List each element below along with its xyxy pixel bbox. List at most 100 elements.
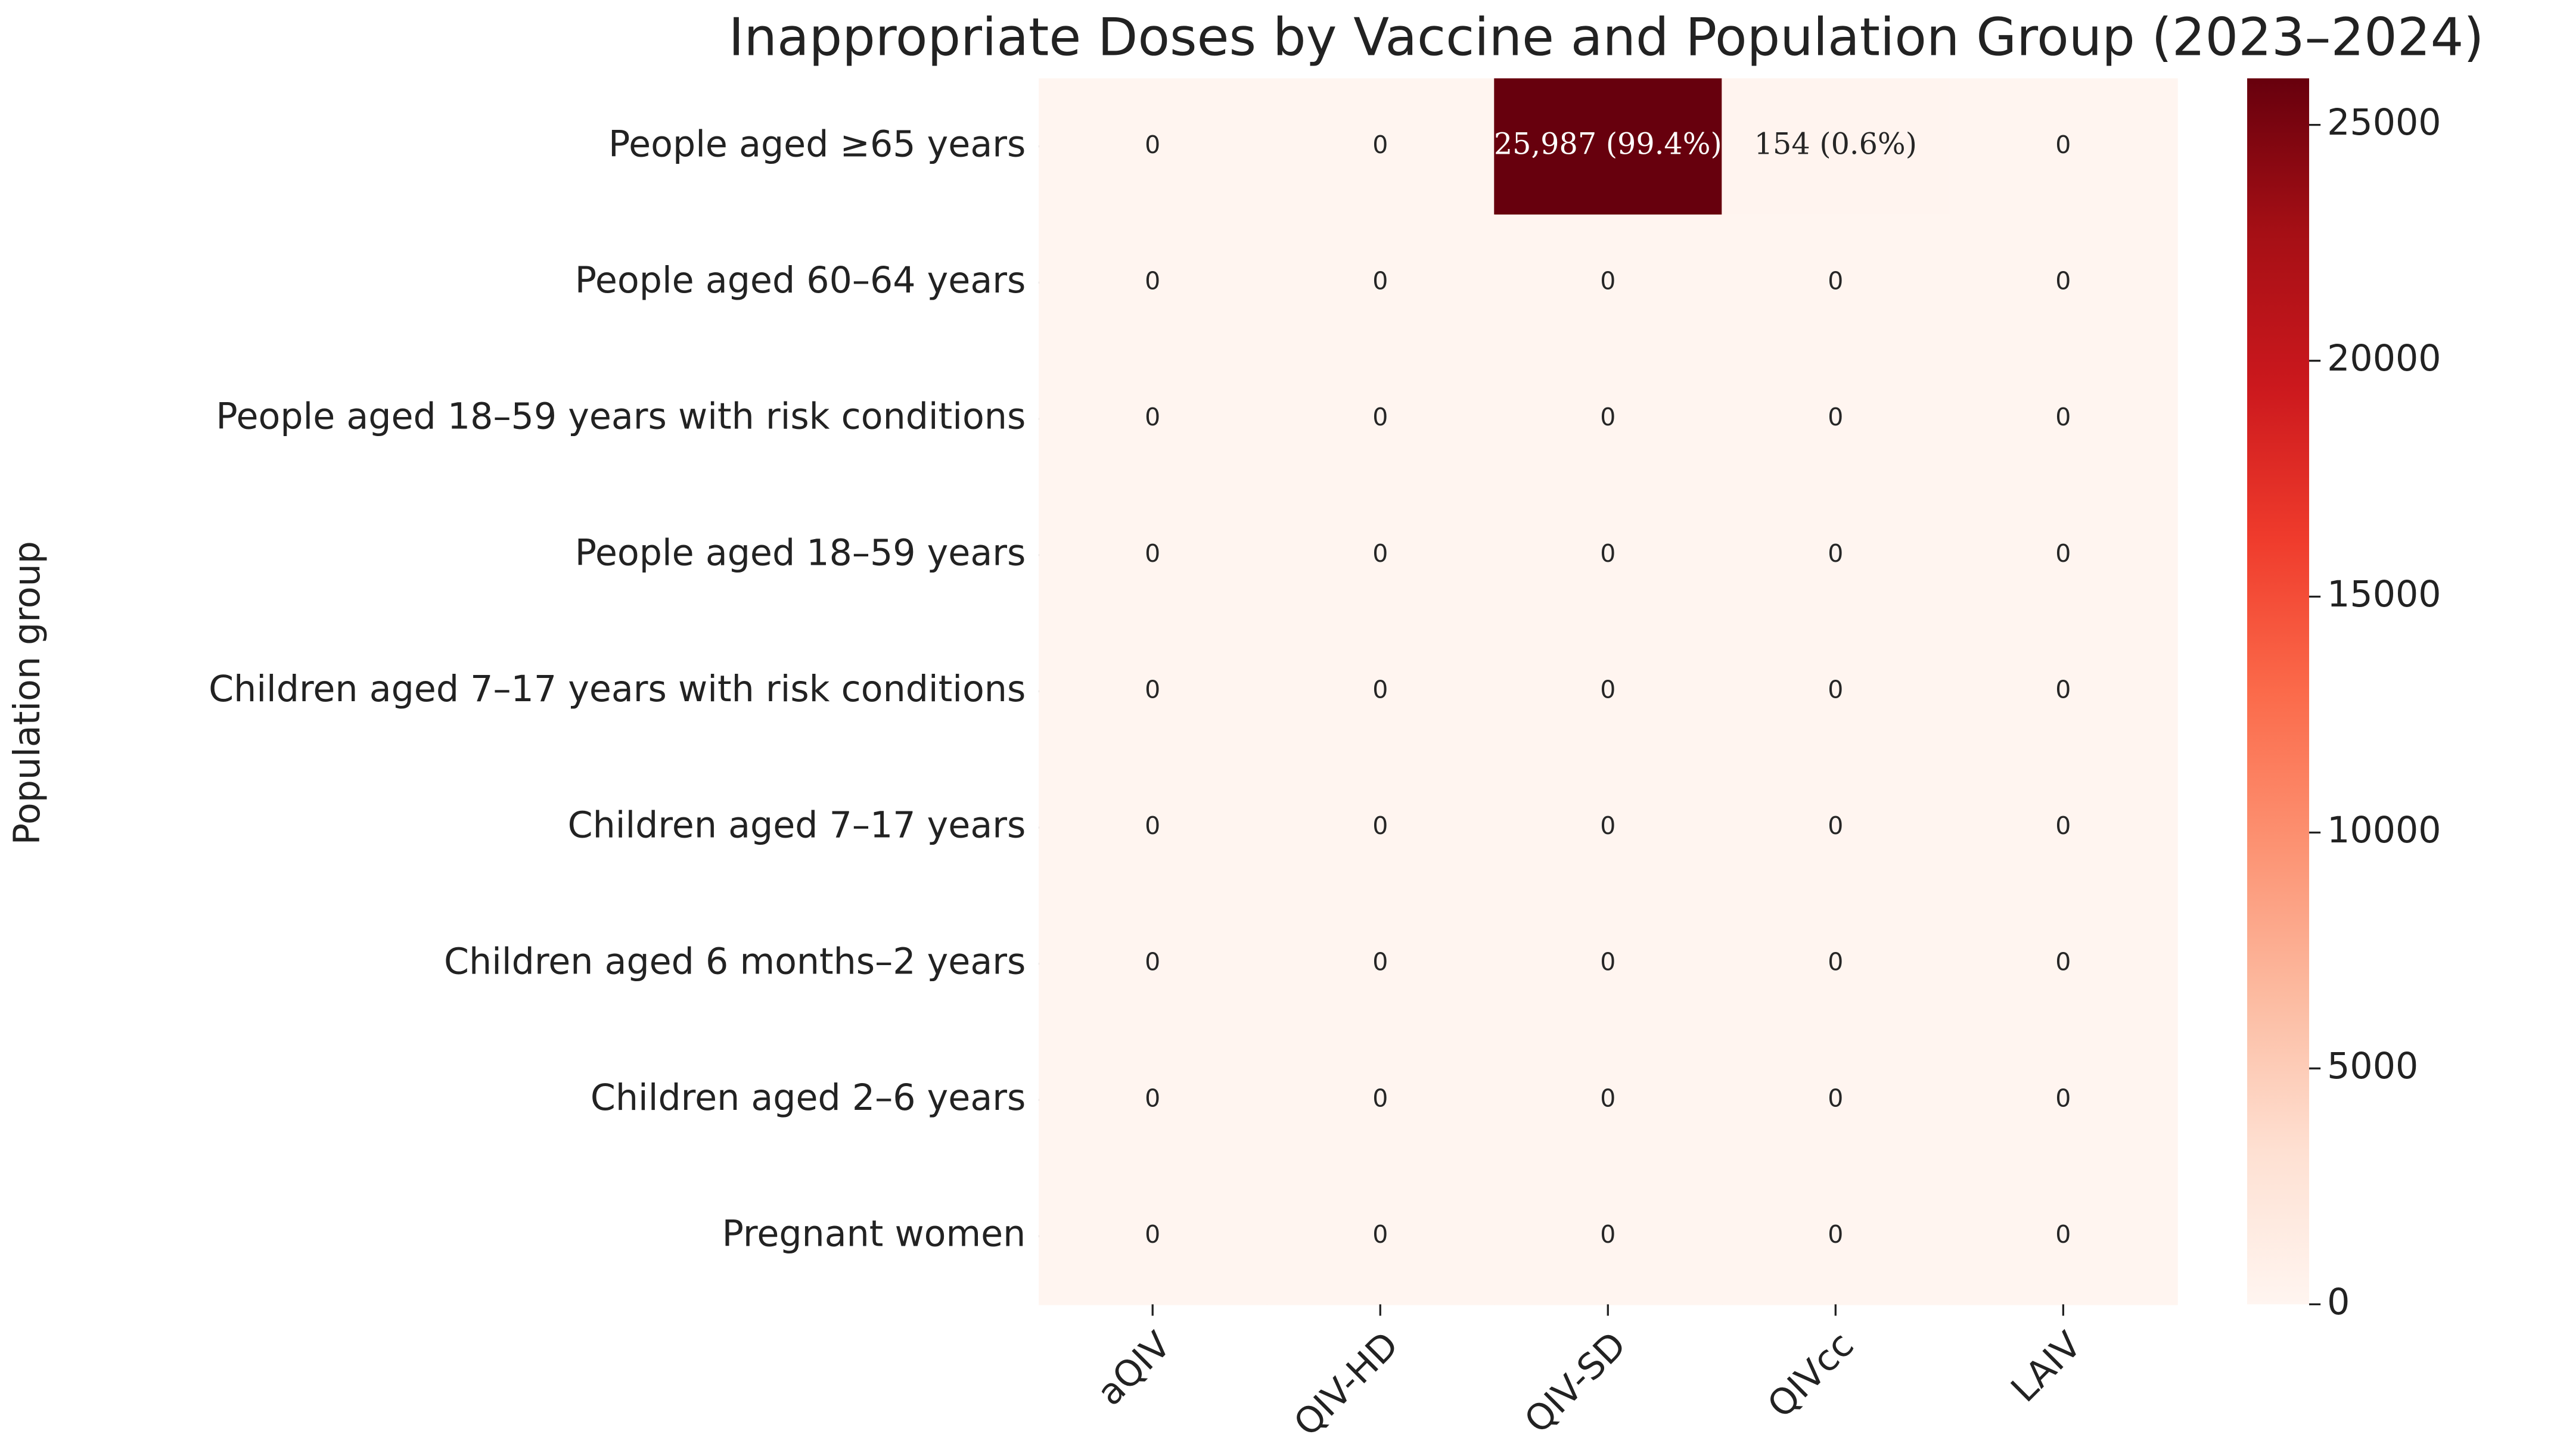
cell-label: 0 xyxy=(1828,1084,1843,1112)
colorbar-tick-label: 25000 xyxy=(2327,102,2441,144)
heatmap-cell xyxy=(1722,214,1950,352)
cell-label: 0 xyxy=(1145,130,1160,159)
y-tick-label: People aged 18–59 years with risk condit… xyxy=(216,396,1026,438)
cell-label: 0 xyxy=(2055,811,2071,840)
cell-label: 0 xyxy=(1372,130,1388,159)
y-tick-label: People aged ≥65 years xyxy=(608,123,1026,165)
heatmap-cell xyxy=(1949,350,2178,488)
cell-label: 0 xyxy=(1372,675,1388,704)
cell-label: 0 xyxy=(2055,948,2071,976)
cell-label: 0 xyxy=(1600,811,1615,840)
cell-label: 0 xyxy=(1372,403,1388,431)
cell-label: 0 xyxy=(1600,675,1615,704)
cell-label: 0 xyxy=(1828,1220,1843,1249)
cell-label: 0 xyxy=(1372,1084,1388,1112)
heatmap-cell xyxy=(1722,895,1950,1033)
cell-label: 0 xyxy=(2055,675,2071,704)
heatmap-cell xyxy=(1039,487,1267,624)
heatmap-cell xyxy=(1494,895,1723,1033)
cell-label: 154 (0.6%) xyxy=(1754,126,1917,161)
cell-label: 0 xyxy=(1372,948,1388,976)
colorbar-tick-label: 0 xyxy=(2327,1281,2350,1323)
cell-label: 0 xyxy=(1600,1084,1615,1112)
heatmap-cell xyxy=(1949,487,2178,624)
heatmap-cell xyxy=(1949,1032,2178,1169)
cell-label: 0 xyxy=(1145,539,1160,568)
cell-label: 0 xyxy=(2055,403,2071,431)
cell-label: 0 xyxy=(1828,539,1843,568)
heatmap-cell xyxy=(1266,214,1495,352)
heatmap-cell xyxy=(1494,1032,1723,1169)
cell-label: 0 xyxy=(1600,266,1615,295)
heatmap-cell xyxy=(1949,1168,2178,1305)
x-tick-label: LAIV xyxy=(2003,1324,2090,1410)
heatmap-cell xyxy=(1266,895,1495,1033)
cell-label: 0 xyxy=(1828,811,1843,840)
y-tick-label: Children aged 7–17 years xyxy=(568,805,1026,847)
y-tick-label: Pregnant women xyxy=(722,1214,1026,1255)
heatmap-cell xyxy=(1266,759,1495,897)
heatmap-cell xyxy=(1722,487,1950,624)
cell-label: 0 xyxy=(1600,948,1615,976)
heatmap-cell xyxy=(1949,214,2178,352)
cell-label: 0 xyxy=(2055,539,2071,568)
cell-label: 0 xyxy=(1828,948,1843,976)
heatmap-cell xyxy=(1494,78,1723,216)
colorbar-tick-label: 10000 xyxy=(2327,810,2441,851)
y-tick-label: People aged 18–59 years xyxy=(575,532,1026,574)
y-tick-label: Children aged 2–6 years xyxy=(591,1077,1026,1119)
heatmap-cell xyxy=(1722,1032,1950,1169)
colorbar xyxy=(2247,78,2310,1305)
heatmap-cell xyxy=(1039,78,1267,216)
y-tick-label: Children aged 7–17 years with risk condi… xyxy=(209,668,1026,710)
heatmap-cell xyxy=(1039,1032,1267,1169)
heatmap-cell xyxy=(1039,1168,1267,1305)
heatmap-cell xyxy=(1722,78,1950,216)
heatmap-cell xyxy=(1722,623,1950,761)
heatmap-cell xyxy=(1949,759,2178,897)
y-axis-label: Population group xyxy=(7,541,48,845)
y-tick-label: Children aged 6 months–2 years xyxy=(444,941,1026,982)
cell-label: 0 xyxy=(1145,1084,1160,1112)
heatmap-cell xyxy=(1039,895,1267,1033)
cell-label: 0 xyxy=(1145,675,1160,704)
heatmap-cell xyxy=(1494,759,1723,897)
heatmap-cell xyxy=(1949,895,2178,1033)
x-tick-label: QIV-HD xyxy=(1286,1324,1406,1444)
heatmap-cell xyxy=(1722,1168,1950,1305)
heatmap-cell xyxy=(1266,623,1495,761)
cell-label: 0 xyxy=(1828,675,1843,704)
cell-label: 0 xyxy=(1600,403,1615,431)
cell-label: 0 xyxy=(1828,403,1843,431)
cell-label: 0 xyxy=(1372,811,1388,840)
heatmap-cell xyxy=(1949,623,2178,761)
x-tick-label: QIV-SD xyxy=(1517,1324,1634,1441)
heatmap-cell xyxy=(1494,214,1723,352)
x-tick-label: QIVcc xyxy=(1760,1324,1862,1426)
cell-label: 0 xyxy=(2055,1220,2071,1249)
cell-label: 0 xyxy=(1600,539,1615,568)
cell-label: 25,987 (99.4%) xyxy=(1494,126,1722,161)
cell-label: 0 xyxy=(1145,811,1160,840)
chart-title: Inappropriate Doses by Vaccine and Popul… xyxy=(729,7,2484,67)
cell-label: 0 xyxy=(2055,266,2071,295)
heatmap-cell xyxy=(1266,1168,1495,1305)
cell-label: 0 xyxy=(1145,948,1160,976)
heatmap-cell xyxy=(1494,487,1723,624)
heatmap-cell xyxy=(1039,350,1267,488)
heatmap-cell xyxy=(1494,350,1723,488)
cell-label: 0 xyxy=(1145,1220,1160,1249)
heatmap-cell xyxy=(1266,1032,1495,1169)
cell-label: 0 xyxy=(1145,266,1160,295)
cell-label: 0 xyxy=(1372,1220,1388,1249)
heatmap-cell xyxy=(1039,623,1267,761)
y-tick-label: People aged 60–64 years xyxy=(575,260,1026,301)
cell-label: 0 xyxy=(1600,1220,1615,1249)
heatmap-cell xyxy=(1722,350,1950,488)
heatmap-cell xyxy=(1949,78,2178,216)
heatmap-cell xyxy=(1266,350,1495,488)
colorbar-tick-label: 20000 xyxy=(2327,338,2441,379)
cell-label: 0 xyxy=(1828,266,1843,295)
heatmap-cell xyxy=(1494,1168,1723,1305)
